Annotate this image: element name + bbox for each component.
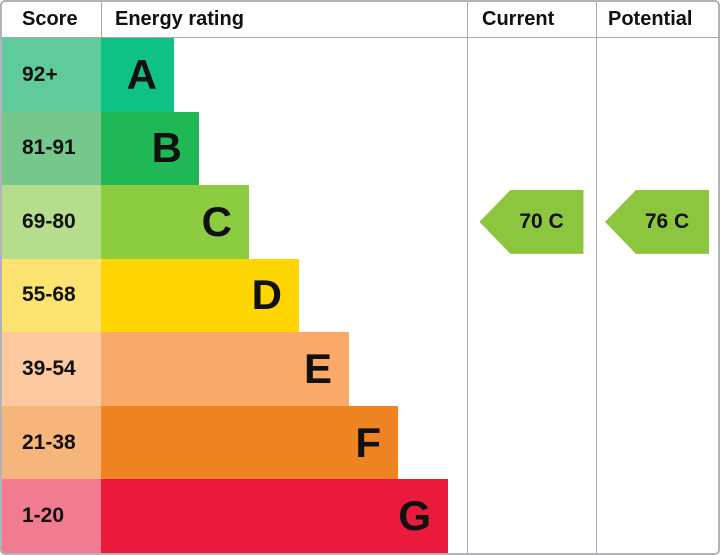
score-range-d: 55-68	[2, 258, 101, 333]
score-range-a: 92+	[2, 38, 101, 112]
band-bar-e: E	[101, 332, 349, 406]
column-header-current: Current	[467, 2, 596, 38]
rating-row-b: B	[101, 111, 467, 186]
potential-rating-arrow: 76 C	[605, 189, 709, 254]
column-header-energy-rating: Energy rating	[101, 2, 467, 38]
column-header-score: Score	[2, 2, 101, 38]
band-bar-b: B	[101, 111, 199, 186]
potential-column-divider	[596, 38, 718, 553]
band-letter-b: B	[151, 124, 182, 172]
band-bar-c: C	[101, 185, 249, 259]
current-rating-arrow: 70 C	[479, 189, 584, 254]
current-rating-label: 70 C	[519, 209, 564, 233]
column-header-potential: Potential	[596, 2, 718, 38]
potential-rating-label: 76 C	[644, 209, 690, 233]
band-bar-d: D	[101, 258, 299, 333]
score-range-b: 81-91	[2, 111, 101, 186]
score-range-c: 69-80	[2, 185, 101, 259]
band-letter-d: D	[251, 271, 282, 319]
band-letter-g: G	[398, 492, 431, 540]
score-range-e: 39-54	[2, 332, 101, 406]
score-range-f: 21-38	[2, 405, 101, 480]
rating-row-c: C	[101, 185, 467, 259]
current-column-divider	[467, 38, 596, 553]
current-arrow-cell: 70 C	[467, 185, 596, 259]
band-bar-g: G	[101, 479, 448, 553]
rating-row-g: G	[101, 479, 467, 553]
band-letter-a: A	[126, 50, 157, 98]
potential-arrow-cell: 76 C	[596, 185, 718, 259]
band-bar-f: F	[101, 405, 398, 480]
band-letter-c: C	[201, 197, 232, 245]
rating-row-e: E	[101, 332, 467, 406]
band-bar-a: A	[101, 38, 174, 112]
rating-row-f: F	[101, 405, 467, 480]
band-letter-e: E	[303, 345, 332, 393]
score-range-g: 1-20	[2, 479, 101, 553]
band-letter-f: F	[355, 418, 381, 466]
rating-row-d: D	[101, 258, 467, 333]
rating-row-a: A	[101, 38, 467, 112]
